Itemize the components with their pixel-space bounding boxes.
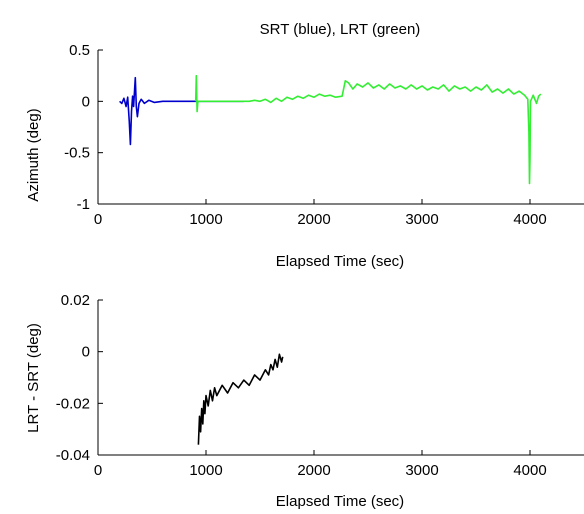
x-tick-label: 4000 [513, 462, 546, 479]
series-line [197, 353, 284, 445]
x-tick-label: 1000 [189, 462, 222, 479]
chart-title: SRT (blue), LRT (green) [260, 21, 421, 38]
y-tick-label: -0.5 [64, 145, 90, 162]
y-tick-label: -0.04 [56, 447, 90, 464]
y-tick-label: -0.02 [56, 395, 90, 412]
x-tick-label: 3000 [405, 462, 438, 479]
x-tick-label: 2000 [297, 462, 330, 479]
x-tick-label: 0 [94, 462, 102, 479]
x-tick-label: 3000 [405, 211, 438, 228]
x-tick-label: 1000 [189, 211, 222, 228]
y-tick-label: 0 [82, 344, 90, 361]
y-tick-label: 0.02 [61, 292, 90, 309]
azimuth-plot: SRT (blue), LRT (green) Elapsed Time (se… [25, 21, 584, 270]
y-axis-label: LRT - SRT (deg) [25, 323, 42, 433]
series-line [119, 76, 244, 146]
x-tick-label: 2000 [297, 211, 330, 228]
y-tick-label: 0 [82, 93, 90, 110]
y-axis-label: Azimuth (deg) [25, 108, 42, 201]
series-line [194, 74, 542, 185]
y-tick-label: -1 [77, 196, 90, 213]
x-axis-label: Elapsed Time (sec) [276, 253, 404, 270]
x-tick-label: 0 [94, 211, 102, 228]
difference-plot: Elapsed Time (sec) LRT - SRT (deg) 0 1000… [25, 292, 584, 510]
y-tick-label: 0.5 [69, 42, 90, 59]
x-tick-label: 4000 [513, 211, 546, 228]
x-axis-label: Elapsed Time (sec) [276, 493, 404, 510]
